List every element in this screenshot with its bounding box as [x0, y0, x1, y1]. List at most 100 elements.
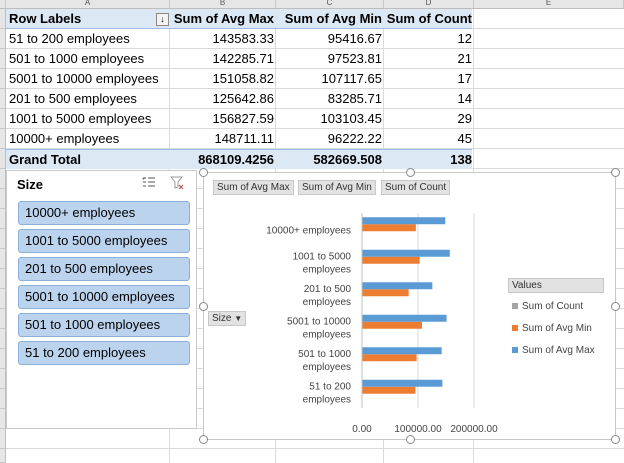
row-header[interactable] [0, 169, 6, 189]
pivot-chart[interactable]: Sum of Avg Max Sum of Avg Min Sum of Cou… [199, 168, 620, 444]
row-header[interactable] [0, 429, 6, 449]
y-tick-label: 5001 to 10000 [287, 316, 351, 327]
row-label: 501 to 1000 employees [9, 51, 145, 66]
sort-filter-icon[interactable]: ↓ [156, 13, 169, 26]
pivot-row: 10000+ employees 148711.11 96222.22 45 [6, 129, 472, 149]
column-header-e[interactable]: E [474, 0, 624, 9]
gridline [6, 88, 624, 89]
resize-handle-left[interactable] [199, 302, 208, 311]
column-header-d[interactable]: D [384, 0, 474, 9]
resize-handle-top-left[interactable] [199, 168, 208, 177]
column-header-a[interactable]: A [6, 0, 170, 9]
column-header-b[interactable]: B [170, 0, 276, 9]
row-header[interactable] [0, 29, 6, 49]
row-label: 5001 to 10000 employees [9, 71, 159, 86]
avg-min-bar [362, 289, 409, 297]
row-header[interactable] [0, 229, 6, 249]
row-header[interactable] [0, 269, 6, 289]
resize-handle-bottom-left[interactable] [199, 435, 208, 444]
legend-item-avg-max: Sum of Avg Max [512, 345, 595, 356]
value-cell: 21 [457, 51, 472, 66]
pivot-row: 51 to 200 employees 143583.33 95416.67 12 [6, 29, 472, 49]
legend-title: Values [508, 278, 604, 293]
resize-handle-bottom-right[interactable] [611, 435, 620, 444]
value-cell: 107117.65 [321, 71, 383, 86]
x-tick-label: 200000.00 [450, 424, 498, 435]
resize-handle-top-right[interactable] [611, 168, 620, 177]
column-header-avg-max: Sum of Avg Max [173, 11, 274, 26]
gridline [6, 48, 624, 49]
value-cell: 97523.81 [327, 51, 382, 66]
value-cell: 103103.45 [320, 111, 382, 126]
y-tick-label: employees [303, 394, 351, 405]
pivot-row: 5001 to 10000 employees 151058.82 107117.6… [6, 69, 472, 89]
avg-min-bar [362, 321, 422, 329]
value-cell: 83285.71 [327, 91, 382, 106]
slicer-item[interactable]: 201 to 500 employees [18, 257, 190, 281]
value-cell: 125642.86 [212, 91, 274, 106]
grand-total-count: 138 [450, 152, 472, 167]
row-header[interactable] [0, 89, 6, 109]
value-cell: 95416.67 [327, 31, 382, 46]
pivot-row: 1001 to 5000 employees 156827.59 103103.45… [6, 109, 472, 129]
size-slicer[interactable]: Size 10000+ employees 1001 to 5000 employ… [6, 170, 197, 429]
row-header[interactable] [0, 69, 6, 89]
value-cell: 14 [457, 91, 472, 106]
row-header[interactable] [0, 189, 6, 209]
row-header[interactable] [0, 249, 6, 269]
row-header[interactable] [0, 449, 6, 463]
value-cell: 156827.59 [212, 111, 274, 126]
resize-handle-right[interactable] [611, 302, 620, 311]
slicer-item[interactable]: 501 to 1000 employees [18, 313, 190, 337]
value-cell: 151058.82 [212, 71, 274, 86]
value-cell: 12 [457, 31, 472, 46]
grand-total-label: Grand Total [9, 152, 81, 167]
row-header[interactable] [0, 409, 6, 429]
row-header[interactable] [0, 9, 6, 29]
legend-swatch [512, 303, 518, 310]
multi-select-icon[interactable] [141, 175, 157, 191]
field-button-avg-min[interactable]: Sum of Avg Min [298, 180, 376, 195]
value-cell: 45 [457, 131, 472, 146]
slicer-item[interactable]: 1001 to 5000 employees [18, 229, 190, 253]
value-cell: 96222.22 [327, 131, 382, 146]
value-cell: 17 [457, 71, 472, 86]
slicer-item[interactable]: 5001 to 10000 employees [18, 285, 190, 309]
y-tick-label: 1001 to 5000 [293, 251, 352, 262]
row-header[interactable] [0, 149, 6, 169]
field-button-avg-max[interactable]: Sum of Avg Max [213, 180, 294, 195]
resize-handle-top[interactable] [406, 168, 415, 177]
clear-filter-icon[interactable] [169, 175, 185, 191]
resize-handle-bottom[interactable] [406, 435, 415, 444]
avg-min-bar [362, 256, 420, 264]
avg-min-bar [362, 224, 416, 232]
gridline [6, 68, 624, 69]
x-tick-label: 100000.00 [394, 424, 442, 435]
y-tick-label: employees [303, 362, 351, 373]
row-header[interactable] [0, 49, 6, 69]
slicer-item[interactable]: 10000+ employees [18, 201, 190, 225]
row-header[interactable] [0, 289, 6, 309]
slicer-item[interactable]: 51 to 200 employees [18, 341, 190, 365]
row-header[interactable] [0, 329, 6, 349]
value-cell: 143583.33 [212, 31, 274, 46]
row-labels-header: Row Labels [9, 11, 82, 26]
column-header-c[interactable]: C [276, 0, 384, 9]
row-header[interactable] [0, 209, 6, 229]
gridline [6, 108, 624, 109]
row-header[interactable] [0, 369, 6, 389]
row-label: 201 to 500 employees [9, 91, 137, 106]
y-tick-label: employees [303, 264, 351, 275]
y-tick-label: 201 to 500 [304, 284, 352, 295]
field-button-count[interactable]: Sum of Count [381, 180, 451, 195]
row-header[interactable] [0, 349, 6, 369]
row-header[interactable] [0, 109, 6, 129]
select-all-corner[interactable] [0, 0, 6, 9]
row-header[interactable] [0, 129, 6, 149]
row-header[interactable] [0, 309, 6, 329]
row-header[interactable] [0, 389, 6, 409]
legend-swatch [512, 347, 518, 354]
row-label: 10000+ employees [9, 131, 120, 146]
axis-field-button-size[interactable]: Size ▼ [208, 311, 247, 326]
gridline [6, 148, 624, 149]
